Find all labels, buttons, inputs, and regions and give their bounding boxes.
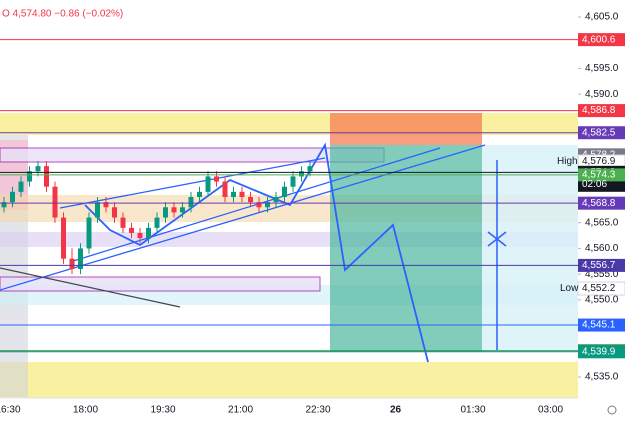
price-label: 4,539.9 xyxy=(582,346,616,357)
settings-icon[interactable] xyxy=(607,405,617,415)
y-tick-label: 4,560.0 xyxy=(585,243,619,254)
candle-body xyxy=(154,217,160,228)
candle-body xyxy=(78,248,83,269)
x-tick-label: 22:30 xyxy=(305,405,330,416)
stop-zone xyxy=(330,113,482,145)
price-label-box xyxy=(578,126,625,140)
candle-body xyxy=(231,191,236,197)
y-tick-label: 4,550.0 xyxy=(585,294,619,305)
price-label-box xyxy=(578,258,625,272)
candle-body xyxy=(282,186,287,197)
ohlc-header: O 4,574.80 −0.86 (−0.02%) xyxy=(2,9,123,20)
price-label: 4,556.7 xyxy=(582,260,616,271)
y-tick-label: 4,535.0 xyxy=(585,372,619,383)
candle-body xyxy=(205,176,211,192)
y-tick-label: 4,590.0 xyxy=(585,89,619,100)
candle-body xyxy=(265,202,270,208)
x-tick-label: 01:30 xyxy=(460,405,485,416)
trend-line xyxy=(69,147,441,263)
projection xyxy=(84,142,429,363)
zone xyxy=(0,276,321,292)
x-tick-label: 26 xyxy=(390,405,402,416)
target-zone xyxy=(330,145,482,352)
candle-body xyxy=(69,258,75,269)
candle-body xyxy=(1,202,7,208)
candle-body xyxy=(61,217,66,259)
price-label: 4,552.2 xyxy=(582,283,616,294)
candle-body xyxy=(248,197,253,203)
candle-body xyxy=(103,202,109,208)
price-label: 4,574.3 xyxy=(582,170,616,181)
y-tick-label: 4,565.0 xyxy=(585,217,619,228)
candle-body xyxy=(27,171,32,182)
candle-body xyxy=(239,191,245,197)
countdown: 02:06 xyxy=(582,179,607,190)
zone xyxy=(0,113,578,135)
candle-body xyxy=(188,197,194,208)
price-label-box xyxy=(577,281,625,296)
zone xyxy=(482,145,578,352)
candle-body xyxy=(52,186,58,218)
candle-body xyxy=(112,207,117,218)
y-tick-label: 4,595.0 xyxy=(585,63,619,74)
x-tick-label: 21:00 xyxy=(228,405,253,416)
trend-line xyxy=(0,267,181,308)
price-label-box xyxy=(578,196,625,210)
candle-body xyxy=(299,171,304,177)
price-label: 4,545.1 xyxy=(582,320,616,331)
trend-line xyxy=(59,157,326,209)
annotation: High xyxy=(557,156,578,167)
x-tick-label: 03:00 xyxy=(538,405,563,416)
candle-body xyxy=(10,191,15,203)
candle-body xyxy=(290,176,296,187)
candle-body xyxy=(120,217,126,228)
price-label: 4,586.8 xyxy=(582,105,616,116)
price-label-box xyxy=(578,104,625,118)
candle-body xyxy=(307,166,313,172)
candle-body xyxy=(214,176,219,182)
x-tick-label: 16:30 xyxy=(0,405,21,416)
candle-body xyxy=(146,227,151,239)
candle-body xyxy=(35,166,41,172)
candle-body xyxy=(137,233,143,239)
candle-body xyxy=(163,207,168,218)
y-tick-label: 4,555.0 xyxy=(585,269,619,280)
price-label: 4,568.8 xyxy=(582,198,616,209)
candle-body xyxy=(95,202,100,218)
price-label: 4,600.6 xyxy=(582,34,616,45)
x-tick-label: 19:30 xyxy=(150,405,175,416)
price-label-box xyxy=(578,168,625,182)
x-tick-label: 18:00 xyxy=(73,405,98,416)
price-label-box xyxy=(578,345,625,359)
candle-body xyxy=(197,191,202,197)
candle-body xyxy=(86,217,92,249)
candle-body xyxy=(256,202,262,208)
price-label: 4,576.9 xyxy=(582,156,616,167)
price-label-box xyxy=(578,318,625,332)
annotation: Low xyxy=(560,283,579,294)
candle-body xyxy=(44,166,49,187)
zone xyxy=(0,362,578,398)
candle-body xyxy=(180,207,185,213)
candle-body xyxy=(222,181,228,197)
candle-body xyxy=(171,207,177,213)
price-label-box xyxy=(578,33,625,47)
candle-body xyxy=(18,181,24,192)
measure xyxy=(487,231,507,247)
y-tick-label: 4,605.0 xyxy=(585,12,619,23)
candle-body xyxy=(273,197,279,203)
candle-body xyxy=(129,227,134,233)
price-label: 4,582.5 xyxy=(582,127,616,138)
